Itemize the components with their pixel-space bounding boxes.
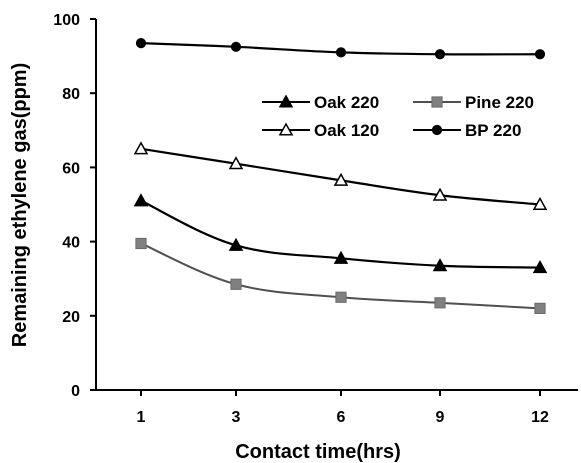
y-tick-label: 60 — [62, 160, 80, 177]
legend-item-bp-220: BP 220 — [413, 121, 521, 140]
point-pine-220-marker — [230, 278, 242, 290]
legend-label: Oak 120 — [314, 121, 379, 140]
y-tick-label: 0 — [71, 383, 80, 400]
legend-oak-220-marker — [278, 94, 294, 108]
legend-oak-120-marker — [278, 122, 294, 136]
y-axis-title: Remaining ethylene gas(ppm) — [9, 63, 31, 348]
y-tick-label: 100 — [53, 12, 80, 29]
legend-item-oak-220: Oak 220 — [262, 93, 379, 112]
point-oak-220-marker — [432, 258, 448, 272]
point-pine-220-marker — [135, 237, 147, 250]
y-ticks: 0 20 40 60 80 100 — [53, 12, 96, 400]
point-oak-120-marker — [432, 187, 448, 201]
point-pine-220-marker — [335, 291, 347, 303]
legend-label: BP 220 — [465, 121, 521, 140]
legend-bp-220-marker — [431, 124, 443, 136]
series-bp-220 — [135, 38, 546, 60]
point-oak-120-marker — [532, 196, 548, 211]
point-bp-220-marker — [230, 41, 242, 52]
legend: Oak 220 Pine 220 Oak 120 BP 220 — [262, 93, 534, 140]
point-bp-220-marker — [534, 49, 546, 60]
point-oak-120-marker — [333, 172, 349, 186]
point-bp-220-marker — [434, 49, 446, 60]
series-oak-220 — [133, 193, 548, 274]
y-tick-label: 40 — [62, 235, 80, 252]
y-tick-label: 80 — [62, 86, 80, 103]
x-tick-label: 1 — [137, 409, 146, 426]
series-layer — [133, 38, 548, 314]
x-axis-title: Contact time(hrs) — [235, 441, 401, 463]
series-pine-220 — [135, 237, 546, 314]
point-oak-220-marker — [228, 237, 244, 251]
point-pine-220-marker — [534, 302, 546, 314]
series-oak-120 — [133, 141, 548, 211]
x-tick-label: 6 — [337, 409, 346, 426]
legend-label: Pine 220 — [465, 93, 534, 112]
legend-label: Oak 220 — [314, 93, 379, 112]
axes — [95, 19, 578, 391]
x-tick-label: 9 — [436, 409, 445, 426]
point-oak-120-marker — [133, 141, 149, 155]
point-oak-120-marker — [228, 156, 244, 170]
legend-item-oak-120: Oak 120 — [262, 121, 379, 140]
point-oak-220-marker — [532, 260, 548, 274]
x-ticks: 1 3 6 9 12 — [137, 390, 549, 426]
point-bp-220-marker — [335, 47, 347, 58]
point-oak-220-marker — [133, 193, 149, 207]
legend-pine-220-marker — [431, 96, 443, 108]
y-tick-label: 20 — [62, 309, 80, 326]
legend-item-pine-220: Pine 220 — [413, 93, 534, 112]
x-tick-label: 12 — [531, 409, 549, 426]
x-tick-label: 3 — [232, 409, 241, 426]
point-pine-220-marker — [434, 297, 446, 309]
point-oak-220-marker — [333, 250, 349, 264]
point-bp-220-marker — [135, 38, 147, 49]
